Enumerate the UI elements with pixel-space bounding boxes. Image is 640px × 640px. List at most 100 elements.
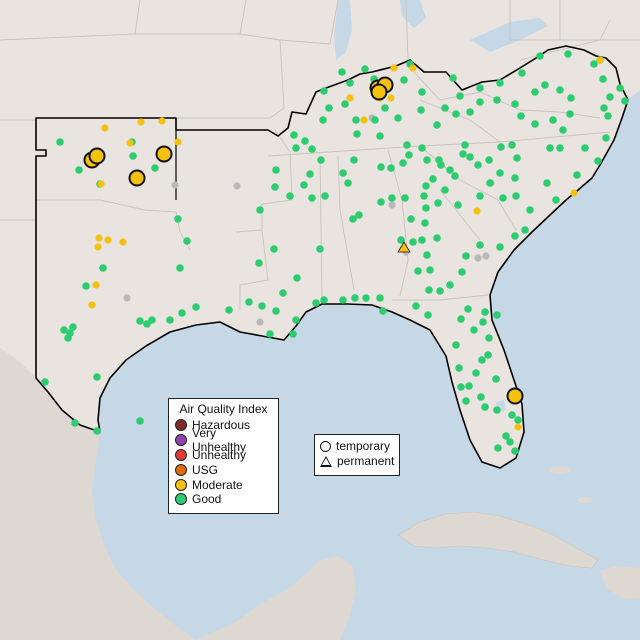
monitor-good[interactable] <box>508 411 516 419</box>
monitor-good[interactable] <box>496 169 504 177</box>
monitor-good[interactable] <box>136 417 144 425</box>
monitor-good[interactable] <box>75 166 83 174</box>
monitor-good[interactable] <box>517 112 525 120</box>
monitor-good[interactable] <box>279 289 287 297</box>
monitor-good[interactable] <box>514 416 522 424</box>
monitor-good[interactable] <box>462 397 470 405</box>
monitor-good[interactable] <box>485 334 493 342</box>
monitor-moderate[interactable] <box>94 243 102 251</box>
monitor-good[interactable] <box>339 296 347 304</box>
monitor-moderate-large[interactable] <box>128 169 146 187</box>
monitor-good[interactable] <box>556 144 564 152</box>
monitor-moderate[interactable] <box>360 116 368 124</box>
monitor-good[interactable] <box>566 110 574 118</box>
monitor-good[interactable] <box>559 126 567 134</box>
monitor-good[interactable] <box>499 194 507 202</box>
monitor-good[interactable] <box>148 316 156 324</box>
monitor-good[interactable] <box>462 252 470 260</box>
monitor-good[interactable] <box>266 330 274 338</box>
monitor-good[interactable] <box>476 84 484 92</box>
monitor-good[interactable] <box>581 144 589 152</box>
monitor-good[interactable] <box>590 60 598 68</box>
monitor-good[interactable] <box>136 317 144 325</box>
monitor-good[interactable] <box>455 364 463 372</box>
monitor-good[interactable] <box>457 315 465 323</box>
monitor-good[interactable] <box>511 174 519 182</box>
monitor-good[interactable] <box>397 236 405 244</box>
monitor-good[interactable] <box>325 104 333 112</box>
monitor-good[interactable] <box>567 94 575 102</box>
monitor-good[interactable] <box>422 204 430 212</box>
monitor-good[interactable] <box>245 298 253 306</box>
monitor-good[interactable] <box>300 181 308 189</box>
monitor-good[interactable] <box>166 316 174 324</box>
monitor-good[interactable] <box>387 164 395 172</box>
monitor-good[interactable] <box>461 141 469 149</box>
monitor-good[interactable] <box>437 161 445 169</box>
monitor-good[interactable] <box>316 245 324 253</box>
monitor-good[interactable] <box>573 171 581 179</box>
monitor-good[interactable] <box>452 110 460 118</box>
monitor-good[interactable] <box>497 143 505 151</box>
monitor-good[interactable] <box>258 302 266 310</box>
monitor-good[interactable] <box>476 241 484 249</box>
monitor-good[interactable] <box>433 234 441 242</box>
monitor-good[interactable] <box>511 447 519 455</box>
monitor-good[interactable] <box>466 153 474 161</box>
monitor-good[interactable] <box>292 316 300 324</box>
monitor-good[interactable] <box>56 138 64 146</box>
monitor-good[interactable] <box>502 432 510 440</box>
monitor-good[interactable] <box>418 88 426 96</box>
monitor-good[interactable] <box>306 170 314 178</box>
monitor-good[interactable] <box>536 52 544 60</box>
monitor-good[interactable] <box>414 267 422 275</box>
monitor-good[interactable] <box>320 296 328 304</box>
monitor-moderate[interactable] <box>596 56 604 64</box>
monitor-good[interactable] <box>69 323 77 331</box>
monitor-good[interactable] <box>418 236 426 244</box>
monitor-good[interactable] <box>599 75 607 83</box>
monitor-moderate-large[interactable] <box>506 387 524 405</box>
monitor-good[interactable] <box>526 206 534 214</box>
monitor-no-data[interactable] <box>388 201 396 209</box>
monitor-good[interactable] <box>60 326 68 334</box>
monitor-moderate[interactable] <box>158 117 166 125</box>
monitor-good[interactable] <box>321 192 329 200</box>
monitor-good[interactable] <box>541 81 549 89</box>
monitor-moderate[interactable] <box>126 139 134 147</box>
monitor-good[interactable] <box>93 427 101 435</box>
monitor-good[interactable] <box>449 74 457 82</box>
monitor-moderate[interactable] <box>101 124 109 132</box>
monitor-good[interactable] <box>377 163 385 171</box>
monitor-good[interactable] <box>472 369 480 377</box>
monitor-good[interactable] <box>616 84 624 92</box>
monitor-permanent-moderate[interactable] <box>397 241 411 253</box>
monitor-moderate[interactable] <box>473 207 481 215</box>
monitor-good[interactable] <box>421 219 429 227</box>
monitor-good[interactable] <box>338 68 346 76</box>
monitor-moderate[interactable] <box>95 234 103 242</box>
monitor-good[interactable] <box>606 93 614 101</box>
monitor-good[interactable] <box>376 132 384 140</box>
monitor-no-data[interactable] <box>482 252 490 260</box>
monitor-moderate-large[interactable] <box>155 145 173 163</box>
monitor-good[interactable] <box>429 175 437 183</box>
monitor-good[interactable] <box>407 215 415 223</box>
monitor-good[interactable] <box>420 192 428 200</box>
monitor-good[interactable] <box>464 305 472 313</box>
monitor-good[interactable] <box>478 356 486 364</box>
monitor-good[interactable] <box>423 156 431 164</box>
monitor-moderate[interactable] <box>119 238 127 246</box>
monitor-moderate[interactable] <box>387 94 395 102</box>
monitor-moderate[interactable] <box>514 423 522 431</box>
monitor-good[interactable] <box>346 79 354 87</box>
monitor-good[interactable] <box>174 215 182 223</box>
monitor-good[interactable] <box>506 438 514 446</box>
monitor-good[interactable] <box>64 334 72 342</box>
monitor-good[interactable] <box>341 100 349 108</box>
monitor-good[interactable] <box>350 156 358 164</box>
monitor-good[interactable] <box>312 299 320 307</box>
monitor-good[interactable] <box>256 206 264 214</box>
monitor-good[interactable] <box>494 444 502 452</box>
